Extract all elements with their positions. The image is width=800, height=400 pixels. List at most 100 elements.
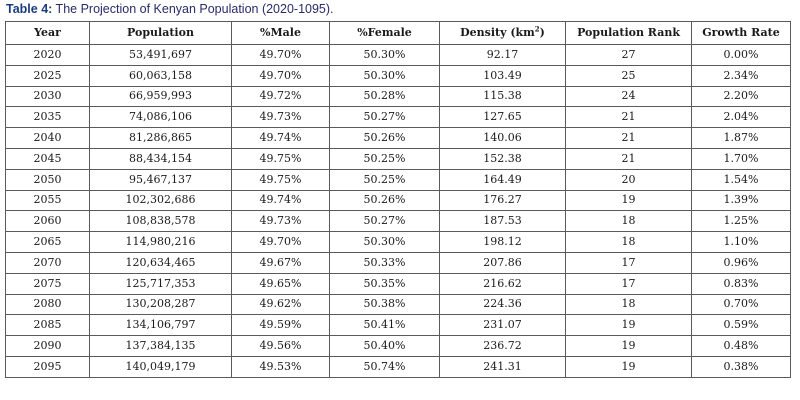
cell-male-pct: 49.59% (231, 314, 330, 337)
cell-density: 187.53 (439, 210, 566, 233)
cell-year: 2020 (5, 44, 90, 66)
cell-population: 130,208,287 (89, 293, 232, 316)
cell-population: 140,049,179 (89, 355, 232, 378)
cell-population: 88,434,154 (89, 147, 232, 170)
cell-growth-rate: 1.70% (691, 147, 791, 170)
cell-growth-rate: 1.10% (691, 231, 791, 253)
table-row: 2085 134,106,797 49.59% 50.41% 231.07 19 0.59% (5, 314, 791, 337)
cell-growth-rate: 1.39% (691, 189, 791, 212)
cell-male-pct: 49.67% (231, 251, 330, 274)
cell-male-pct: 49.73% (231, 210, 330, 233)
cell-population-rank: 17 (565, 272, 692, 295)
cell-population-rank: 17 (565, 251, 692, 274)
cell-year: 2070 (5, 251, 90, 274)
cell-population: 81,286,865 (89, 127, 232, 149)
cell-male-pct: 49.65% (231, 272, 330, 295)
cell-year: 2045 (5, 147, 90, 170)
cell-population-rank: 20 (565, 168, 692, 191)
cell-population: 53,491,697 (89, 44, 232, 66)
cell-female-pct: 50.27% (329, 106, 440, 129)
cell-year: 2085 (5, 314, 90, 337)
cell-population: 120,634,465 (89, 251, 232, 274)
table-row: 2050 95,467,137 49.75% 50.25% 164.49 20 1.54% (5, 168, 791, 191)
cell-growth-rate: 1.87% (691, 127, 791, 149)
cell-female-pct: 50.30% (329, 231, 440, 253)
header-population: Population (89, 21, 232, 45)
cell-female-pct: 50.30% (329, 44, 440, 66)
cell-year: 2075 (5, 272, 90, 295)
cell-male-pct: 49.62% (231, 293, 330, 316)
cell-density: 241.31 (439, 355, 566, 378)
cell-female-pct: 50.33% (329, 251, 440, 274)
header-year: Year (5, 21, 90, 45)
cell-female-pct: 50.26% (329, 189, 440, 212)
cell-population: 114,980,216 (89, 231, 232, 253)
cell-female-pct: 50.38% (329, 293, 440, 316)
cell-density: 103.49 (439, 64, 566, 87)
cell-population-rank: 18 (565, 231, 692, 253)
cell-male-pct: 49.70% (231, 44, 330, 66)
cell-population: 60,063,158 (89, 64, 232, 87)
cell-population: 134,106,797 (89, 314, 232, 337)
cell-female-pct: 50.40% (329, 335, 440, 357)
cell-male-pct: 49.70% (231, 231, 330, 253)
cell-population: 125,717,353 (89, 272, 232, 295)
cell-density: 198.12 (439, 231, 566, 253)
cell-growth-rate: 0.00% (691, 44, 791, 66)
caption-text: The Projection of Kenyan Population (202… (52, 2, 334, 16)
cell-density: 231.07 (439, 314, 566, 337)
cell-female-pct: 50.25% (329, 147, 440, 170)
cell-density: 152.38 (439, 147, 566, 170)
cell-year: 2055 (5, 189, 90, 212)
cell-female-pct: 50.27% (329, 210, 440, 233)
table-row: 2025 60,063,158 49.70% 50.30% 103.49 25 2.34% (5, 64, 791, 87)
cell-female-pct: 50.25% (329, 168, 440, 191)
cell-male-pct: 49.70% (231, 64, 330, 87)
header-rank: Population Rank (565, 21, 692, 45)
cell-year: 2025 (5, 64, 90, 87)
header-density-label: Density (km (460, 26, 535, 39)
table-row: 2040 81,286,865 49.74% 50.26% 140.06 21 1.87% (5, 127, 791, 149)
cell-male-pct: 49.72% (231, 85, 330, 108)
cell-population-rank: 19 (565, 189, 692, 212)
cell-growth-rate: 0.48% (691, 335, 791, 357)
table-row: 2090 137,384,135 49.56% 50.40% 236.72 19 0.48% (5, 335, 791, 357)
table-caption: Table 4: The Projection of Kenyan Popula… (6, 2, 334, 16)
table-row: 2035 74,086,106 49.73% 50.27% 127.65 21 2.04% (5, 106, 791, 129)
cell-density: 216.62 (439, 272, 566, 295)
cell-density: 115.38 (439, 85, 566, 108)
cell-growth-rate: 2.20% (691, 85, 791, 108)
cell-year: 2040 (5, 127, 90, 149)
header-density-superscript: 2 (534, 24, 540, 34)
cell-population-rank: 19 (565, 355, 692, 378)
cell-male-pct: 49.75% (231, 147, 330, 170)
cell-population-rank: 21 (565, 106, 692, 129)
cell-year: 2080 (5, 293, 90, 316)
cell-growth-rate: 0.96% (691, 251, 791, 274)
cell-population: 137,384,135 (89, 335, 232, 357)
cell-male-pct: 49.56% (231, 335, 330, 357)
cell-female-pct: 50.74% (329, 355, 440, 378)
cell-female-pct: 50.41% (329, 314, 440, 337)
cell-population-rank: 18 (565, 293, 692, 316)
cell-male-pct: 49.74% (231, 127, 330, 149)
table-row: 2070 120,634,465 49.67% 50.33% 207.86 17 0.96% (5, 251, 791, 274)
cell-male-pct: 49.53% (231, 355, 330, 378)
cell-year: 2030 (5, 85, 90, 108)
cell-male-pct: 49.74% (231, 189, 330, 212)
cell-population: 102,302,686 (89, 189, 232, 212)
cell-growth-rate: 1.54% (691, 168, 791, 191)
header-growth: Growth Rate (691, 21, 791, 45)
cell-growth-rate: 0.70% (691, 293, 791, 316)
cell-year: 2095 (5, 355, 90, 378)
cell-female-pct: 50.26% (329, 127, 440, 149)
header-male: %Male (231, 21, 330, 45)
cell-density: 176.27 (439, 189, 566, 212)
cell-year: 2090 (5, 335, 90, 357)
cell-population-rank: 19 (565, 314, 692, 337)
cell-density: 224.36 (439, 293, 566, 316)
cell-density: 164.49 (439, 168, 566, 191)
cell-population-rank: 19 (565, 335, 692, 357)
table-row: 2030 66,959,993 49.72% 50.28% 115.38 24 2.20% (5, 85, 791, 108)
caption-label: Table 4: (6, 2, 53, 16)
